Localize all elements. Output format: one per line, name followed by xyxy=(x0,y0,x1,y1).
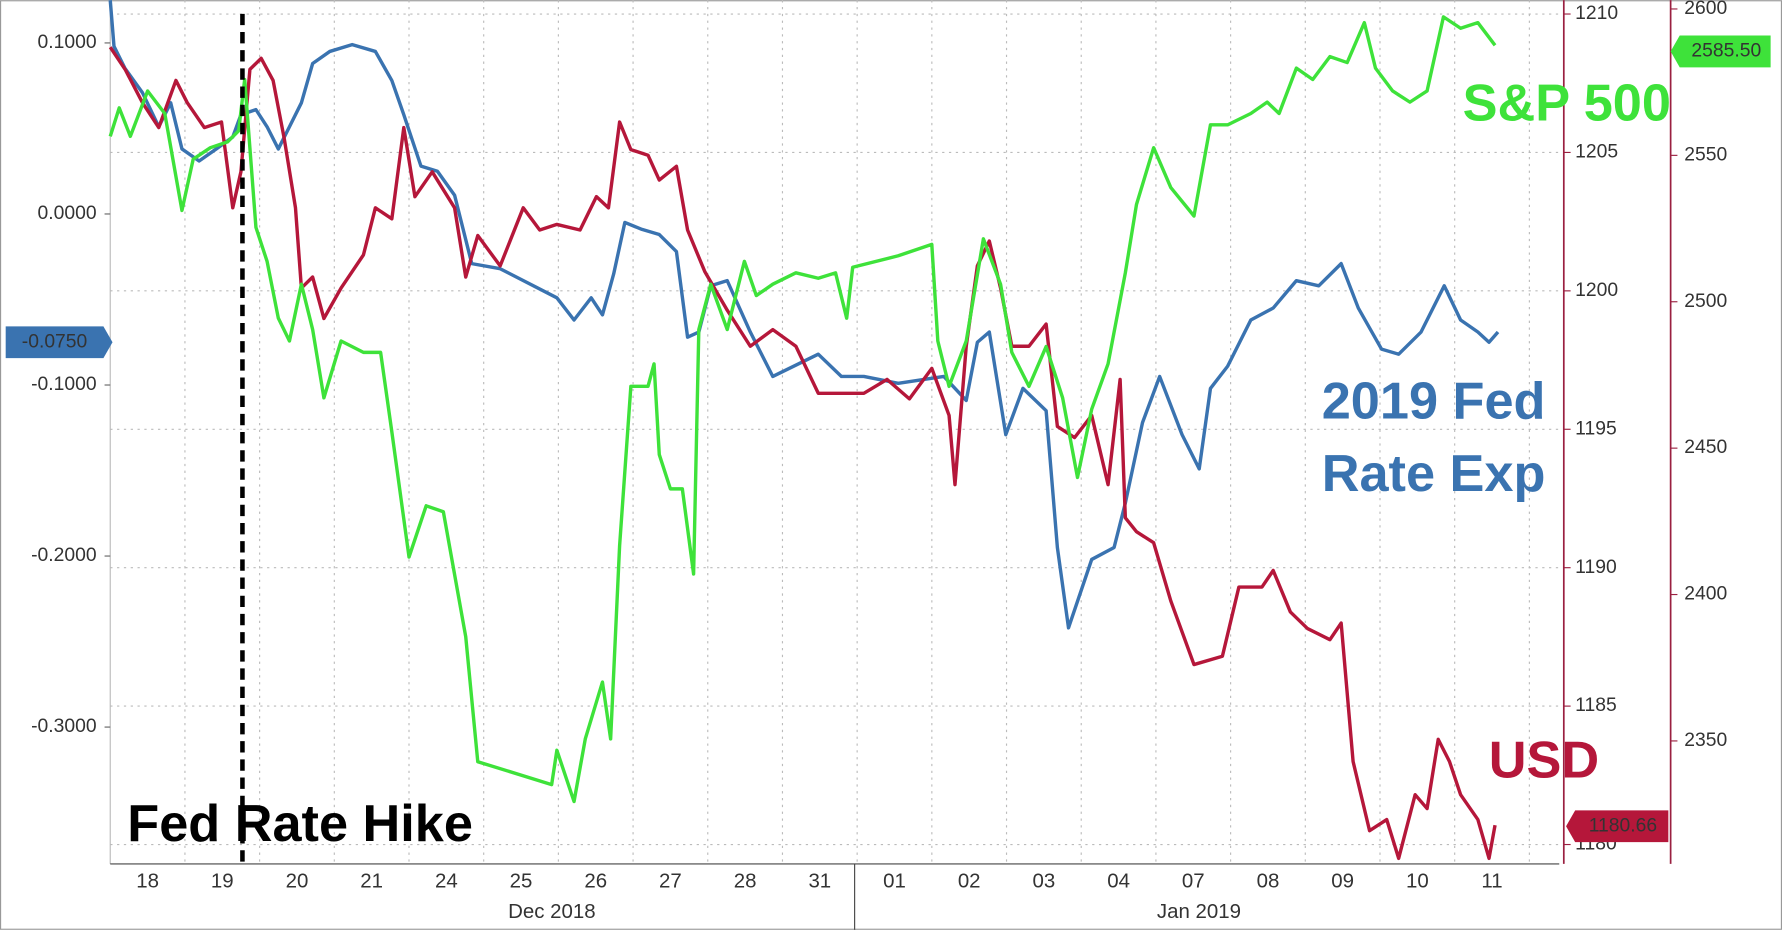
last-value-box xyxy=(1566,810,1669,843)
last-value-label: 2585.50 xyxy=(1691,41,1761,62)
y-tick-label: -0.3000 xyxy=(31,716,97,737)
y-tick-label: -0.2000 xyxy=(31,545,97,566)
x-tick-label: 11 xyxy=(1481,869,1502,892)
y2-tick-label: 1190 xyxy=(1575,557,1617,578)
y-tick-label: 0.0000 xyxy=(38,203,97,224)
y3-tick-label: 2600 xyxy=(1684,0,1727,19)
series-name-box: S&P 500 xyxy=(1462,72,1671,133)
x-tick-label: 07 xyxy=(1182,869,1205,892)
series-name: USD xyxy=(1488,729,1600,789)
series-line xyxy=(108,15,1497,804)
x-tick-label: 08 xyxy=(1257,869,1280,892)
y3-tick-label: 2400 xyxy=(1684,584,1727,605)
y2-tick-label: 1210 xyxy=(1575,3,1618,24)
y2-tick-label: 1185 xyxy=(1575,695,1617,716)
x-tick-label: 02 xyxy=(958,869,981,892)
last-value-box xyxy=(1670,35,1771,68)
x-tick-label: 20 xyxy=(286,869,309,892)
series-name: S&P 500 xyxy=(1462,72,1671,133)
x-tick-label: 03 xyxy=(1033,869,1056,892)
x-tick-label: 21 xyxy=(360,869,383,892)
x-tick-label: 24 xyxy=(435,869,458,892)
y2-tick-label: 1200 xyxy=(1575,280,1618,301)
x-tick-label: 18 xyxy=(136,869,159,892)
x-tick-label: 09 xyxy=(1331,869,1354,892)
y3-tick-label: 2500 xyxy=(1684,291,1727,312)
x-tick-label: 26 xyxy=(584,869,607,892)
x-tick-label: 04 xyxy=(1107,869,1130,892)
y-tick-label: 0.1000 xyxy=(38,32,97,53)
month-label: Dec 2018 xyxy=(508,900,596,923)
series-name-box: 2019 Fed Rate Exp xyxy=(1321,370,1546,503)
x-tick-label: 25 xyxy=(510,869,533,892)
series-line xyxy=(108,0,1500,630)
y-tick-label: -0.1000 xyxy=(31,374,97,395)
x-tick-label: 01 xyxy=(883,869,906,892)
series-name-box: USD xyxy=(1488,729,1600,789)
y2-tick-label: 1205 xyxy=(1575,142,1618,163)
last-value-label: -0.0750 xyxy=(22,331,88,352)
y3-tick-label: 2450 xyxy=(1684,437,1727,458)
x-tick-label: 19 xyxy=(211,869,234,892)
month-label: Jan 2019 xyxy=(1157,900,1241,923)
last-value-label: 1180.66 xyxy=(1589,815,1657,836)
y2-tick-label: 1195 xyxy=(1575,418,1617,439)
x-tick-label: 27 xyxy=(659,869,682,892)
annotation-text: Fed Rate Hike xyxy=(127,795,473,853)
x-tick-label: 31 xyxy=(808,869,831,892)
series-name: 2019 Fed Rate Exp xyxy=(1321,370,1546,503)
y3-tick-label: 2550 xyxy=(1684,144,1727,165)
last-value-box xyxy=(5,326,113,359)
x-tick-label: 10 xyxy=(1406,869,1429,892)
y3-tick-label: 2350 xyxy=(1684,730,1727,751)
x-tick-label: 28 xyxy=(734,869,757,892)
